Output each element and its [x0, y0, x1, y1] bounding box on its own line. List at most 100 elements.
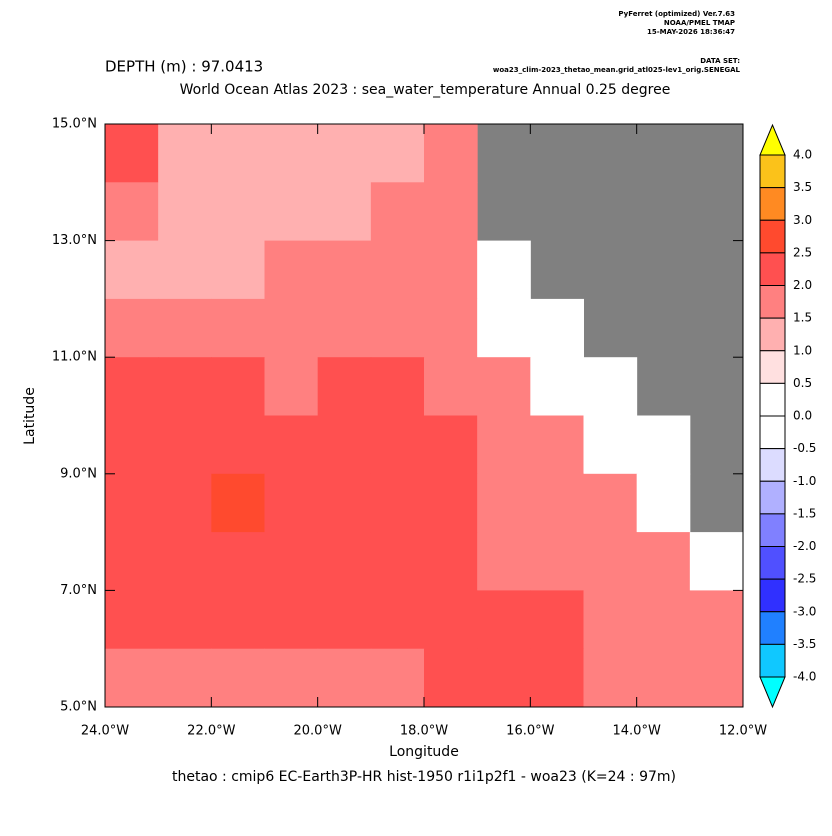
cell: [264, 532, 319, 591]
cell: [370, 182, 425, 242]
cell: [583, 532, 638, 591]
x-axis-label: Longitude: [389, 744, 459, 760]
cell: [530, 298, 584, 358]
cell: [211, 298, 265, 358]
colorbar-label: -2.0: [793, 539, 816, 553]
cell: [370, 357, 425, 416]
cell: [689, 590, 744, 650]
cell: [583, 473, 638, 533]
cell: [158, 240, 212, 300]
cell: [583, 590, 638, 650]
cell: [158, 357, 212, 416]
colorbar-label: 2.0: [793, 278, 812, 292]
cell: [424, 648, 478, 708]
cell: [477, 415, 531, 475]
cell: [105, 182, 159, 242]
colorbar-swatch: [759, 285, 786, 319]
x-tick-label: 22.0°W: [187, 724, 235, 739]
cell: [689, 532, 744, 591]
cell: [317, 590, 372, 650]
cell: [317, 182, 372, 242]
colorbar-label: 2.5: [793, 245, 812, 259]
cell: [317, 357, 372, 416]
cell: [477, 240, 531, 300]
colorbar-label: -0.5: [793, 441, 816, 455]
cell: [477, 357, 531, 416]
cell: [689, 648, 744, 708]
cell: [424, 298, 478, 358]
header-line: NOAA/PMEL TMAP: [664, 19, 735, 27]
y-tick-label: 13.0°N: [52, 233, 97, 248]
cell: [211, 357, 265, 416]
header-line: 15-MAY-2026 18:36:47: [647, 28, 735, 36]
colorbar-under: [759, 676, 786, 709]
cell: [424, 532, 478, 591]
cell: [211, 182, 265, 242]
cell: [317, 298, 372, 358]
footer: thetao : cmip6 EC-Earth3P-HR hist-1950 r…: [172, 769, 676, 785]
y-tick-label: 15.0°N: [52, 117, 97, 132]
header-line: PyFerret (optimized) Ver.7.63: [618, 10, 735, 18]
cell: [264, 648, 319, 708]
colorbar-swatch: [759, 546, 786, 580]
cell: [158, 532, 212, 591]
colorbar-swatch: [759, 350, 786, 384]
y-tick-label: 11.0°N: [52, 350, 97, 365]
cell: [424, 124, 478, 183]
colorbar-swatch: [759, 480, 786, 515]
x-tick-label: 14.0°W: [613, 724, 661, 739]
cell: [424, 240, 478, 300]
cell: [370, 473, 425, 533]
cell: [158, 590, 212, 650]
cell: [424, 590, 478, 650]
cell: [264, 357, 319, 416]
cell: [211, 415, 265, 475]
cell: [158, 124, 212, 183]
cell: [370, 240, 425, 300]
cell: [530, 415, 584, 475]
cell: [530, 357, 584, 416]
cell: [264, 298, 319, 358]
x-tick-label: 24.0°W: [81, 724, 129, 739]
cell: [317, 415, 372, 475]
cell: [105, 415, 159, 475]
colorbar-label: -4.0: [793, 670, 816, 684]
cell: [264, 240, 319, 300]
cell: [264, 182, 319, 242]
cell: [317, 532, 372, 591]
cell: [636, 648, 691, 708]
cell: [424, 182, 478, 242]
colorbar-label: 0.0: [793, 409, 812, 423]
cell: [583, 415, 638, 475]
colorbar-label: -2.5: [793, 572, 816, 586]
cell: [317, 473, 372, 533]
cell: [105, 473, 159, 533]
colorbar-swatch: [759, 154, 786, 189]
cell: [530, 473, 584, 533]
cell: [158, 415, 212, 475]
y-axis-label: Latitude: [22, 387, 38, 445]
colorbar-swatch: [759, 219, 786, 254]
cell: [105, 298, 159, 358]
cell: [317, 124, 372, 183]
colorbar-label: 1.5: [793, 311, 812, 325]
colorbar-swatch: [759, 187, 786, 221]
cell: [636, 473, 691, 533]
colorbar-label: 3.0: [793, 213, 812, 227]
x-tick-label: 20.0°W: [294, 724, 342, 739]
cell: [636, 590, 691, 650]
y-tick-label: 9.0°N: [60, 466, 97, 481]
colorbar-label: 1.0: [793, 343, 812, 357]
cell: [370, 124, 425, 183]
cell: [105, 648, 159, 708]
cell: [317, 240, 372, 300]
cell: [264, 590, 319, 650]
cell: [424, 415, 478, 475]
colorbar-swatch: [759, 611, 786, 645]
cell: [211, 473, 265, 533]
cell: [477, 590, 531, 650]
cell: [158, 648, 212, 708]
chart-subtitle: World Ocean Atlas 2023 : sea_water_tempe…: [180, 82, 671, 98]
colorbar-swatch: [759, 448, 786, 482]
